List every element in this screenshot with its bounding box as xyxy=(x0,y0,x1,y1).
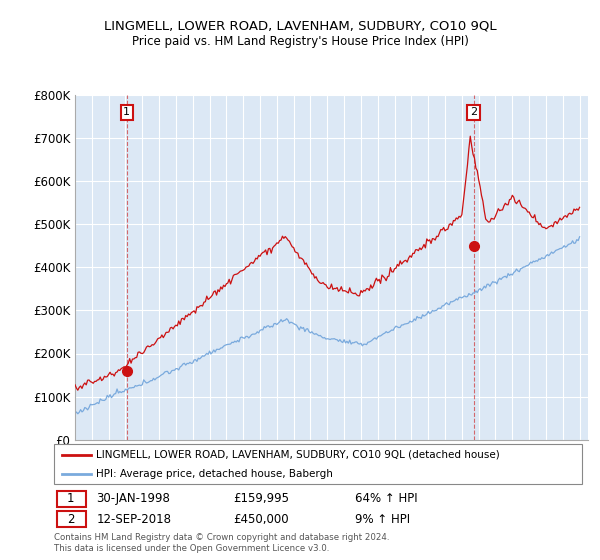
FancyBboxPatch shape xyxy=(56,491,86,507)
FancyBboxPatch shape xyxy=(54,444,582,484)
Text: 9% ↑ HPI: 9% ↑ HPI xyxy=(355,512,410,526)
Text: 12-SEP-2018: 12-SEP-2018 xyxy=(96,512,171,526)
FancyBboxPatch shape xyxy=(56,511,86,527)
Text: £159,995: £159,995 xyxy=(233,492,290,506)
Text: LINGMELL, LOWER ROAD, LAVENHAM, SUDBURY, CO10 9QL: LINGMELL, LOWER ROAD, LAVENHAM, SUDBURY,… xyxy=(104,20,496,32)
Text: 2: 2 xyxy=(67,512,74,526)
Text: 30-JAN-1998: 30-JAN-1998 xyxy=(96,492,170,506)
Text: HPI: Average price, detached house, Babergh: HPI: Average price, detached house, Babe… xyxy=(96,469,333,478)
Text: 1: 1 xyxy=(67,492,74,506)
Text: Price paid vs. HM Land Registry's House Price Index (HPI): Price paid vs. HM Land Registry's House … xyxy=(131,35,469,48)
Text: 1: 1 xyxy=(124,108,130,118)
Text: 2: 2 xyxy=(470,108,477,118)
Text: 64% ↑ HPI: 64% ↑ HPI xyxy=(355,492,418,506)
Text: £450,000: £450,000 xyxy=(233,512,289,526)
Text: LINGMELL, LOWER ROAD, LAVENHAM, SUDBURY, CO10 9QL (detached house): LINGMELL, LOWER ROAD, LAVENHAM, SUDBURY,… xyxy=(96,450,500,460)
Text: Contains HM Land Registry data © Crown copyright and database right 2024.
This d: Contains HM Land Registry data © Crown c… xyxy=(54,533,389,553)
